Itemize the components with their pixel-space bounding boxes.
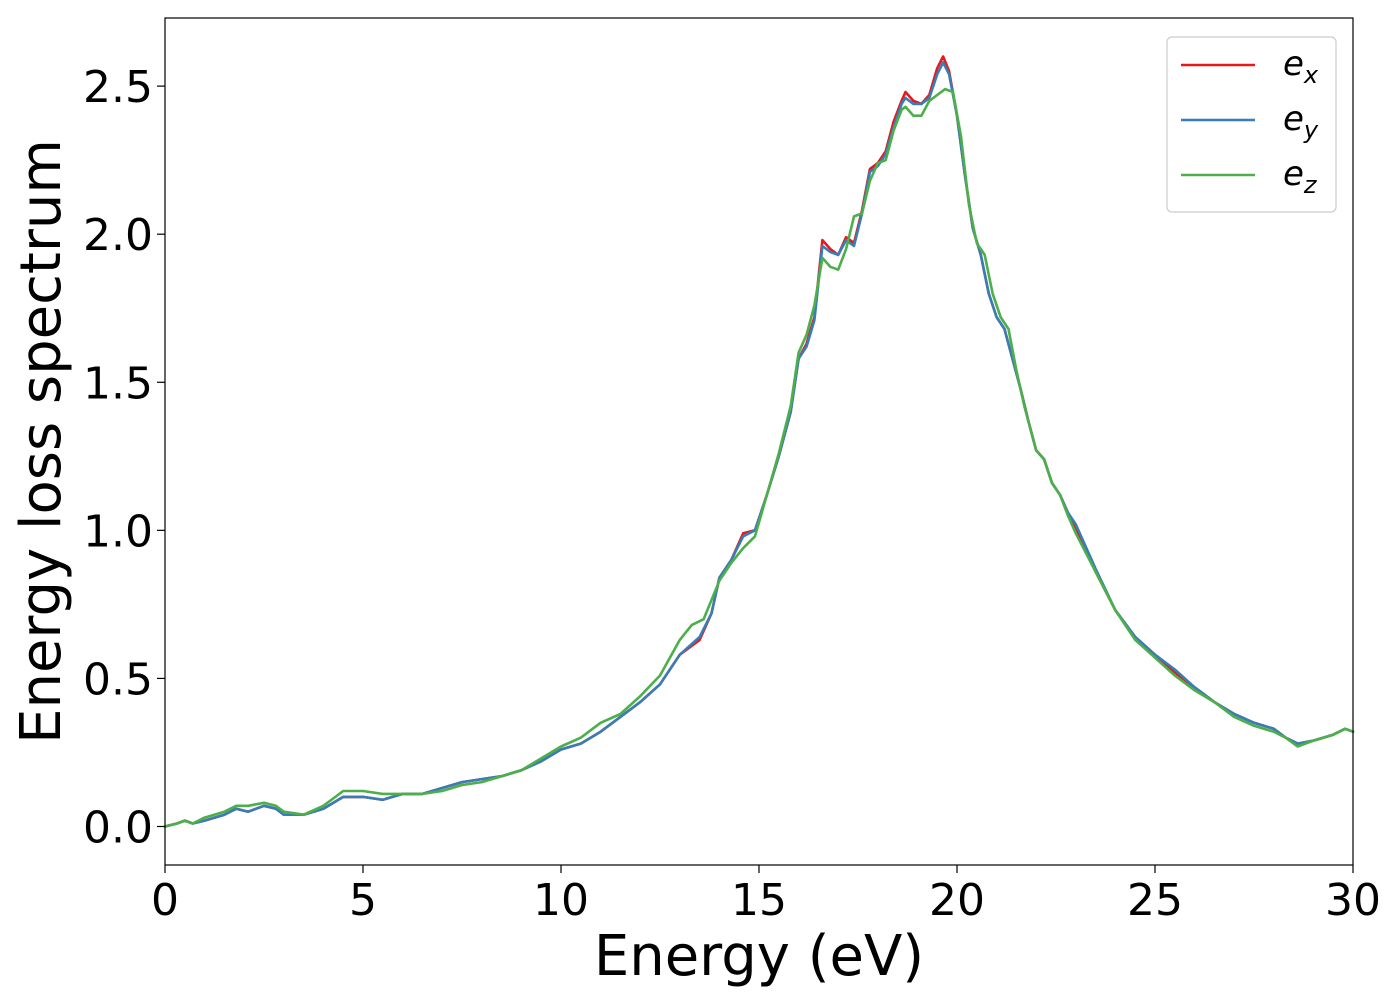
legend-label-y: ey bbox=[1283, 99, 1319, 144]
legend-label-z: ez bbox=[1283, 154, 1318, 199]
y-tick-label: 0.0 bbox=[83, 803, 153, 854]
y-tick-label: 2.5 bbox=[83, 62, 153, 113]
legend-label-subscript: z bbox=[1303, 171, 1318, 199]
series-layer bbox=[163, 55, 1355, 828]
legend-label-base: e bbox=[1283, 99, 1304, 139]
legend-label-base: e bbox=[1283, 44, 1304, 84]
legend-box bbox=[1166, 36, 1337, 213]
legend-label-subscript: y bbox=[1303, 116, 1319, 144]
series-line-z bbox=[163, 87, 1355, 828]
legend-label-x: ex bbox=[1283, 44, 1319, 89]
x-tick-label: 5 bbox=[349, 875, 377, 926]
x-tick-label: 25 bbox=[1127, 875, 1183, 926]
x-axis-label: Energy (eV) bbox=[594, 924, 924, 989]
y-tick-label: 0.5 bbox=[83, 654, 153, 705]
legend-label-base: e bbox=[1283, 154, 1304, 194]
x-tick-label: 30 bbox=[1325, 875, 1381, 926]
y-tick-label: 2.0 bbox=[83, 210, 153, 261]
y-axis-ticks: 0.0 0.5 1.0 1.5 2.0 2.5 bbox=[83, 62, 165, 854]
y-tick-label: 1.5 bbox=[83, 358, 153, 409]
legend-label-subscript: x bbox=[1303, 61, 1319, 89]
x-tick-label: 0 bbox=[151, 875, 179, 926]
x-tick-label: 20 bbox=[929, 875, 985, 926]
x-tick-label: 10 bbox=[533, 875, 589, 926]
series-line-y bbox=[163, 61, 1355, 828]
y-axis-label: Energy loss spectrum bbox=[9, 139, 74, 744]
x-axis-ticks: 0 5 10 15 20 25 30 bbox=[151, 865, 1381, 926]
y-tick-label: 1.0 bbox=[83, 506, 153, 557]
x-tick-label: 15 bbox=[731, 875, 787, 926]
